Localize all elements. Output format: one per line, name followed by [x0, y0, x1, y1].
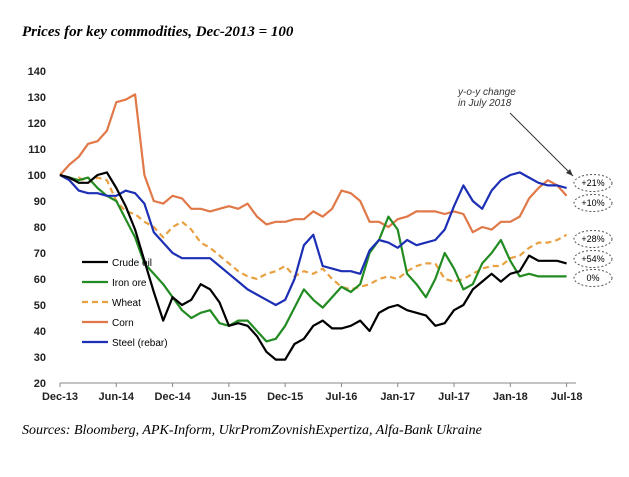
x-tick-label: Dec-15: [267, 391, 303, 403]
yoy-bubble: [573, 174, 613, 192]
x-tick-label: Jul-16: [326, 391, 358, 403]
annotation-arrowhead: [566, 169, 573, 176]
legend-label: Crude oil: [112, 258, 152, 269]
y-tick-label: 30: [34, 352, 46, 364]
yoy-bubble: [573, 250, 613, 268]
series-layer: [59, 93, 568, 361]
yoy-bubble: [573, 230, 613, 248]
legend-label: Iron ore: [112, 278, 147, 289]
yoy-label: 0%: [586, 273, 599, 283]
series-line-corn: [59, 93, 568, 234]
legend-label: Wheat: [112, 298, 141, 309]
x-tick-label: Dec-14: [155, 391, 192, 403]
x-tick-label: Dec-13: [42, 391, 78, 403]
yoy-label: +21%: [581, 178, 604, 188]
y-tick-label: 20: [34, 378, 46, 390]
legend: Crude oil Iron ore Wheat Corn Steel (rebar): [82, 258, 168, 349]
y-tick-label: 140: [28, 66, 46, 78]
x-tick-label: Jan-17: [380, 391, 415, 403]
y-tick-label: 40: [34, 326, 46, 338]
chart-axes: 20 30 40 50 60 70 80 90 100 110 120 130 140 Dec-13 Jun…: [28, 66, 583, 403]
annotation-arrow: [509, 112, 574, 177]
x-tick-label: Jul-18: [551, 391, 583, 403]
y-tick-label: 90: [34, 196, 46, 208]
x-tick-label: Jul-17: [438, 391, 470, 403]
y-tick-label: 130: [28, 92, 46, 104]
series-line-wheat: [59, 174, 568, 291]
y-tick-label: 60: [34, 274, 46, 286]
legend-label: Steel (rebar): [112, 338, 168, 349]
series-line-steel-rebar: [59, 171, 567, 307]
annotation-text: y-o-y change: [457, 87, 516, 98]
yoy-bubble: [573, 269, 613, 287]
y-tick-label: 70: [34, 248, 46, 260]
yoy-bubble: [573, 194, 613, 212]
x-tick-label: Jun-15: [211, 391, 246, 403]
x-tick-label: Jan-18: [493, 391, 528, 403]
source-note: Sources: Bloomberg, APK-Inform, UkrPromZ…: [22, 423, 482, 438]
chart-title: Prices for key commodities, Dec-2013 = 1…: [22, 24, 294, 40]
y-tick-label: 50: [34, 300, 46, 312]
yoy-label: +54%: [581, 254, 604, 264]
yoy-label: +28%: [581, 234, 604, 244]
y-tick-label: 110: [28, 144, 46, 156]
yoy-label: +10%: [581, 198, 604, 208]
y-tick-label: 100: [28, 170, 46, 182]
x-tick-label: Jun-14: [99, 391, 135, 403]
y-tick-label: 80: [34, 222, 46, 234]
y-tick-label: 120: [28, 118, 46, 130]
legend-label: Corn: [112, 318, 134, 329]
annotation-text: in July 2018: [458, 98, 512, 109]
series-line-crude-oil: [59, 171, 567, 361]
